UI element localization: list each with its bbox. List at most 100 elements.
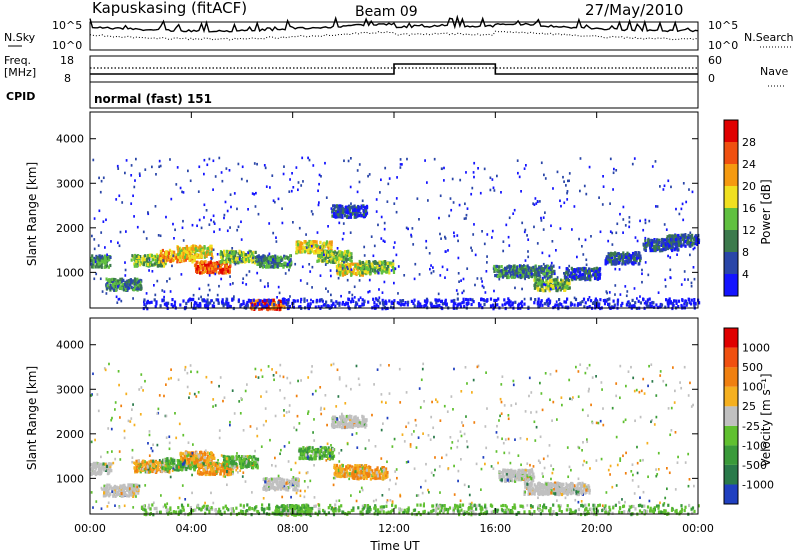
power-cell-481 [180,259,183,263]
power-cell-3890 [264,166,267,170]
power-cell-3823 [221,179,224,183]
power-cell-3350 [251,192,254,195]
power-cell-1039 [230,250,233,254]
power-cell-4324 [195,301,198,305]
power-cell-37 [98,258,101,262]
power-cell-1666 [350,272,353,276]
power-cell-56 [101,257,104,261]
velocity-cell-95 [94,462,97,466]
power-cell-397 [151,258,154,262]
power-cell-3926 [555,300,558,303]
power-cell-1603 [361,273,364,277]
power-cell-3324 [323,253,325,257]
power-cell-3655 [330,207,333,210]
power-cell-3543 [612,171,615,175]
power-cell-4400 [576,303,579,307]
power-cell-4295 [338,301,341,305]
power-cell-3636 [246,179,248,183]
power-cell-855 [217,266,220,270]
power-cell-4192 [587,298,590,302]
power-cell-762 [215,270,218,274]
power-cell-3246 [161,289,164,292]
power-cell-3551 [283,165,285,168]
power-cell-4170 [639,301,642,305]
power-cell-354 [150,260,153,265]
power-cell-4413 [270,299,273,303]
power-cell-3596 [486,255,488,258]
power-cell-1200 [267,264,270,269]
power-cell-1197 [276,258,279,262]
power-cell-1427 [316,249,319,253]
power-cell-4448 [539,301,542,305]
velocity-cell-80 [94,470,97,474]
power-cell-640 [184,247,187,251]
nsky-frame [89,21,699,51]
power-cell-3673 [214,175,217,178]
power-cell-68 [100,265,103,269]
power-cell-1495 [331,253,334,257]
power-cell-1143 [274,262,277,266]
power-cell-213 [115,288,118,292]
power-cell-344 [137,260,140,264]
power-cell-12 [90,259,93,263]
power-cell-1187 [287,257,290,262]
power-cell-1011 [231,252,234,256]
power-cell-1307 [300,246,303,250]
power-cell-4327 [503,298,506,302]
power-cell-3585 [257,259,260,262]
power-cell-3216 [694,234,697,238]
power-cell-3531 [517,171,519,175]
power-cell-4188 [558,298,561,302]
power-cell-4375 [579,301,582,305]
power-cell-1325 [306,242,309,246]
power-cell-3668 [444,250,447,253]
power-cell-2575 [544,286,547,290]
power-cell-1799 [382,261,385,265]
power-cell-69 [92,265,95,269]
power-cell-1509 [328,259,331,263]
power-cell-1305 [315,249,318,253]
power-cell-936 [237,252,240,256]
power-cell-3879 [311,286,313,289]
power-cell-3672 [240,177,243,181]
velocity-cell-255 [130,489,133,493]
power-cell-714 [178,251,181,255]
power-cell-3863 [310,244,313,248]
power-cell-3629 [664,285,667,288]
power-cell-3671 [208,223,211,226]
power-cell-1101 [263,261,266,265]
power-cell-3644 [259,279,262,282]
power-cell-1987 [332,204,335,208]
power-cell-3390 [433,157,436,161]
power-cell-1696 [364,262,367,266]
power-cell-3897 [117,298,120,301]
power-cell-400 [135,259,138,264]
power-cell-3507 [169,158,171,161]
power-cell-1681 [347,270,350,274]
power-cell-1237 [311,249,314,253]
power-cell-3836 [372,254,375,258]
power-cell-2757 [587,270,591,274]
power-cell-1017 [243,258,246,262]
power-cell-384 [151,263,154,267]
power-cell-1952 [357,205,360,209]
power-cell-2934 [610,253,613,257]
power-cell-3648 [192,293,195,297]
power-cell-2607 [537,281,540,285]
power-cell-3322 [286,263,289,266]
power-cell-81 [103,259,106,264]
power-cell-3909 [534,197,537,200]
power-cell-643 [182,253,185,258]
power-cell-1334 [307,249,310,253]
power-cell-3649 [598,196,600,199]
power-cell-4363 [217,301,220,305]
power-cell-1010 [231,254,234,258]
power-cell-334 [133,262,136,266]
nsearch-trace [89,30,699,41]
power-cell-850 [195,260,198,264]
power-cell-166 [136,285,139,289]
power-cell-224 [113,277,116,282]
power-cell-3707 [412,243,415,246]
power-cell-3729 [428,252,431,255]
power-cell-3018 [644,239,647,243]
